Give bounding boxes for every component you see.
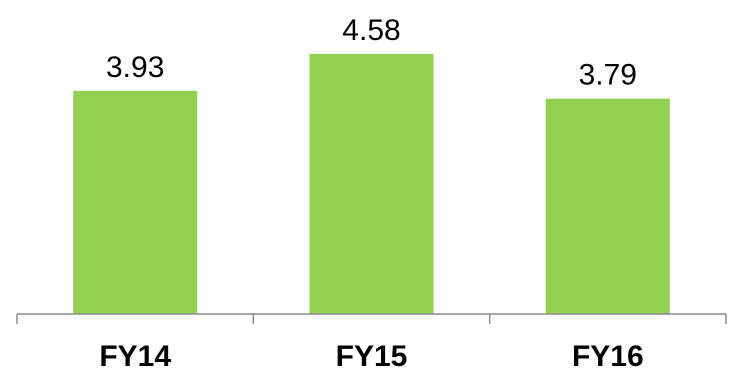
category-label-fy16: FY16 xyxy=(572,340,644,371)
value-label-fy15: 4.58 xyxy=(342,14,400,47)
x-axis xyxy=(16,313,727,324)
value-label-fy16: 3.79 xyxy=(579,59,637,92)
category-label-fy15: FY15 xyxy=(336,340,408,371)
value-labels-layer: 3.93 4.58 3.79 xyxy=(106,14,637,92)
bars-layer xyxy=(73,53,670,315)
bar-fy16 xyxy=(545,98,670,314)
category-label-fy14: FY14 xyxy=(99,340,171,371)
bar-fy15 xyxy=(309,53,434,315)
x-tick-labels: FY14 FY15 FY16 xyxy=(99,340,644,373)
bar-fy14 xyxy=(73,90,198,314)
value-label-fy14: 3.93 xyxy=(106,51,164,84)
